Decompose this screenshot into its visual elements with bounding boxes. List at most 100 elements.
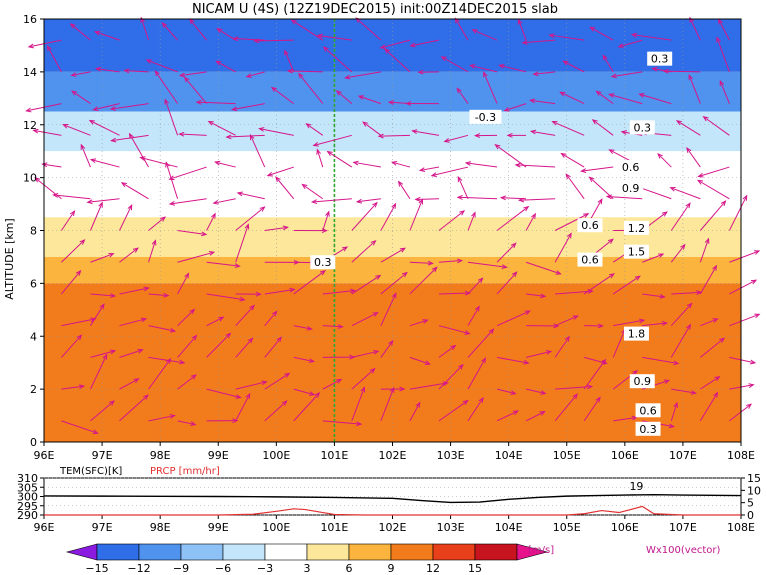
wind-vector [642, 253, 665, 263]
main-grid [44, 19, 741, 442]
precip-line [44, 505, 741, 516]
y-axis-label: ALTITUDE [km] [3, 218, 16, 299]
x-tick-label: 101E [320, 449, 348, 462]
wind-vector [521, 39, 556, 45]
wind-vector [438, 363, 464, 390]
surface-x-tick-label: 101E [320, 521, 348, 534]
wind-vector [440, 56, 469, 73]
wind-vector [235, 392, 251, 422]
wind-vector [494, 143, 527, 168]
wind-vector [397, 180, 411, 200]
wind-vector [206, 388, 242, 399]
wind-vector [46, 44, 62, 73]
wind-vector [161, 22, 178, 41]
wind-vector [467, 396, 484, 422]
wind-vector [322, 210, 330, 231]
wind-vector [264, 336, 283, 358]
wind-vector [264, 287, 296, 295]
wind-vector [236, 191, 265, 200]
wind-vector [438, 399, 469, 422]
wind-vector [178, 131, 207, 137]
surface-x-tick-label: 98E [150, 521, 171, 534]
svg-text:1.8: 1.8 [628, 328, 646, 341]
wind-vector [148, 414, 176, 422]
wind-vector [729, 250, 761, 263]
temperature-tick-label: 295 [17, 500, 38, 513]
wind-vector [697, 166, 730, 178]
y-tick-label: 12 [23, 119, 37, 132]
wind-vector [148, 325, 177, 333]
wind-vector [177, 251, 216, 263]
wind-vector [602, 54, 614, 73]
wind-vector [430, 166, 469, 177]
wind-vector [90, 353, 108, 390]
contour-label: 0.3 [647, 51, 673, 66]
wind-vector [438, 325, 471, 335]
wind-vector [312, 134, 352, 147]
wind-vector [670, 202, 691, 231]
surface-x-tick-label: 99E [208, 521, 229, 534]
svg-text:0.6: 0.6 [581, 219, 599, 232]
svg-text:0.3: 0.3 [634, 121, 652, 134]
wind-vector [310, 198, 352, 205]
wind-vector [554, 213, 590, 231]
x-tick-label: 97E [92, 449, 113, 462]
wind-vector [506, 132, 527, 138]
wind-vector [699, 264, 718, 295]
wind-vector [139, 156, 178, 168]
surface-x-tick-label: 97E [92, 521, 113, 534]
wind-vector [638, 93, 672, 105]
wind-vector [670, 243, 686, 263]
surface-x-tick-label: 104E [495, 521, 523, 534]
wind-vector [554, 315, 579, 327]
wind-vector [293, 388, 316, 396]
wind-vector [409, 401, 421, 422]
precip-tick-label: 10 [747, 484, 761, 497]
wind-vector [670, 302, 693, 327]
wind-vector [178, 71, 207, 78]
wind-vector [671, 388, 698, 395]
wind-vector [409, 266, 438, 295]
contour-label: 0.6 [577, 218, 603, 233]
wind-vector [119, 247, 139, 263]
wind-vector [525, 212, 536, 231]
wind-vector [245, 71, 265, 78]
x-tick-label: 102E [379, 449, 407, 462]
wind-vector [92, 103, 120, 112]
wind-vector [316, 148, 324, 168]
wind-vector [351, 312, 379, 327]
surface-x-tick-label: 96E [34, 521, 55, 534]
wind-vector [293, 270, 326, 295]
wind-vector [608, 93, 643, 105]
svg-text:0.3: 0.3 [639, 423, 657, 436]
vertical-velocity-contours: -0.3 0.3 0.3 0.3 0.6 0.9 0.6 1.2 0.6 1.5 1.8 0.9 0.6… [310, 51, 673, 436]
band-6 [44, 256, 741, 284]
contour-label: 1.8 [623, 326, 649, 341]
wind-vector [215, 60, 236, 73]
wind-vector [560, 152, 585, 168]
temperature-tick-label: 305 [17, 481, 38, 494]
wind-vector [503, 103, 527, 112]
wind-vector [351, 201, 378, 231]
wind-vector [384, 48, 411, 73]
wind-vector [316, 33, 352, 41]
wind-vector [322, 378, 343, 390]
wind-vector [716, 36, 730, 73]
wind-vector [580, 166, 614, 173]
surface-x-tick-label: 100E [262, 521, 290, 534]
temperature-tick-label: 310 [17, 472, 38, 485]
svg-text:0.6: 0.6 [581, 254, 599, 267]
x-tick-label: 103E [437, 449, 465, 462]
wind-vector [702, 115, 730, 136]
wind-vector [264, 310, 278, 326]
wind-vector [275, 176, 295, 200]
wind-vector [474, 133, 498, 138]
wind-vector [699, 237, 710, 263]
y-tick-label: 10 [23, 172, 37, 185]
svg-text:0.6: 0.6 [622, 161, 640, 174]
x-tick-label: 99E [208, 449, 229, 462]
colorbar-label: 3 [304, 562, 311, 575]
wind-vector [258, 127, 294, 136]
wind-vector [322, 420, 363, 427]
